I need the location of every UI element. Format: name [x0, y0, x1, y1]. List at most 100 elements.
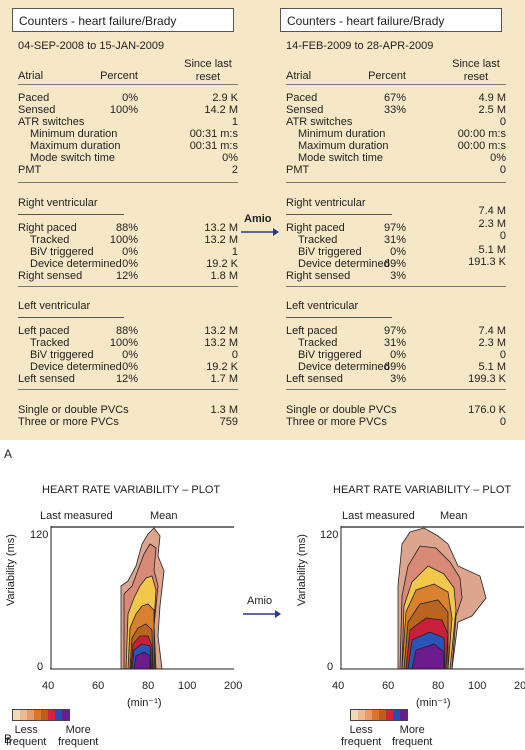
row-percent: 100%: [109, 337, 138, 349]
panel-label-a: A: [4, 447, 13, 461]
row-value: 199.3 K: [468, 373, 506, 385]
after-x-tick: 60: [382, 680, 395, 692]
before-x-tick: 60: [92, 680, 105, 692]
counters-header: Atrial Percent Since last reset: [18, 58, 238, 84]
rv-title: Right ventricular: [18, 197, 98, 209]
rv-title-rule: [286, 214, 392, 215]
legend-more-after: More frequent: [392, 724, 433, 748]
mean-label-after: Mean: [440, 510, 468, 522]
row-percent: 100%: [109, 234, 138, 246]
legend-swatch: [13, 710, 20, 720]
rv-title: Right ventricular: [286, 197, 366, 209]
row-label: Tracked: [30, 234, 70, 246]
row-label: Maximum duration: [30, 140, 121, 152]
section-divider: [286, 389, 506, 390]
atrial-row: Minimum duration 00:31 m:s: [18, 128, 238, 141]
hrv-plot-before: [50, 526, 234, 670]
row-label: BiV triggered: [30, 246, 94, 258]
header-since: Since last reset: [452, 58, 500, 83]
row-value: 0: [231, 349, 238, 361]
y-tick-0-before: 0: [37, 661, 44, 673]
legend-swatch: [386, 710, 393, 720]
row-label: Single or double PVCs: [18, 404, 129, 416]
row-value: 176.0 K: [468, 404, 506, 416]
row-value: 4.9 M: [478, 92, 506, 104]
row-label: Device determined: [30, 258, 122, 270]
lv-title: Left ventricular: [286, 300, 359, 312]
row-value: 0: [499, 116, 506, 128]
after-x-tick: 100: [468, 680, 487, 692]
row-label: Single or double PVCs: [286, 404, 397, 416]
y-tick-120-before: 120: [30, 529, 49, 541]
legend-less-before: Less frequent: [6, 724, 47, 748]
counters-panel: Counters - heart failure/Brady 04-SEP-200…: [0, 0, 525, 440]
lv-row: Left paced 97% 7.4 M: [286, 325, 506, 338]
amio-label: Amio: [244, 213, 272, 225]
row-label: Right sensed: [286, 270, 351, 282]
row-value: 00:31 m:s: [189, 128, 238, 140]
atrial-row: Sensed 33% 2.5 M: [286, 104, 506, 117]
row-percent: 97%: [383, 325, 406, 337]
section-divider: [18, 182, 238, 183]
lv-row: Device determined 0% 19.2 K: [18, 361, 238, 374]
y-tick-0-after: 0: [327, 661, 334, 673]
atrial-row: Paced 67% 4.9 M: [286, 92, 506, 105]
atrial-row: Paced 0% 2.9 K: [18, 92, 238, 105]
after-x-tick: 40: [332, 680, 345, 692]
lv-row: Tracked 100% 13.2 M: [18, 337, 238, 350]
row-percent: 33%: [383, 104, 406, 116]
y-tick-120-after: 120: [320, 529, 339, 541]
frequency-legend-before: [12, 709, 70, 721]
after-x-tick: 200: [514, 680, 525, 692]
row-percent: 67%: [383, 92, 406, 104]
rv-row: Right paced 97%: [286, 222, 506, 235]
row-percent: 31%: [383, 337, 406, 349]
panel-label-b: B: [4, 732, 13, 746]
rv-row: Device determined 69%: [286, 258, 506, 271]
row-label: Tracked: [298, 337, 338, 349]
section-divider: [18, 389, 238, 390]
x-unit-after: (min⁻¹): [416, 697, 451, 709]
row-label: Sensed: [286, 104, 324, 116]
rv-row: Right paced 88% 13.2 M: [18, 222, 238, 235]
row-value: 0: [499, 349, 506, 361]
row-label: Three or more PVCs: [18, 416, 119, 428]
lv-title-rule: [286, 317, 392, 318]
row-percent: 3%: [390, 373, 406, 385]
legend-less-after: Less frequent: [341, 724, 382, 748]
row-label: ATR switches: [286, 116, 353, 128]
row-value: 14.2 M: [204, 104, 238, 116]
before-x-tick: 100: [178, 680, 197, 692]
row-value: 1.7 M: [210, 373, 238, 385]
rv-row: Right sensed 12% 1.8 M: [18, 270, 238, 283]
pvc-row: Three or more PVCs 759: [18, 416, 238, 429]
row-value: 00:00 m:s: [457, 128, 506, 140]
header-percent: Percent: [368, 70, 406, 82]
before-x-tick: 40: [42, 680, 55, 692]
date-range: 14-FEB-2009 to 28-APR-2009: [286, 40, 434, 52]
section-divider: [18, 286, 238, 287]
row-label: Mode switch time: [30, 152, 115, 164]
after-x-tick: 80: [432, 680, 445, 692]
row-label: Maximum duration: [298, 140, 389, 152]
atrial-row: ATR switches 1: [18, 116, 238, 129]
row-label: Three or more PVCs: [286, 416, 387, 428]
row-percent: 97%: [383, 222, 406, 234]
row-label: Sensed: [18, 104, 56, 116]
atrial-row: Mode switch time 0%: [18, 152, 238, 165]
header-name: Atrial: [18, 70, 44, 82]
pvc-row: Three or more PVCs 0: [286, 416, 506, 429]
row-label: Right paced: [18, 222, 77, 234]
legend-swatch: [34, 710, 41, 720]
before-x-tick: 200: [224, 680, 243, 692]
counters-header: Atrial Percent Since last reset: [286, 58, 506, 84]
rv-row: Device determined 0% 19.2 K: [18, 258, 238, 271]
row-percent: 12%: [115, 373, 138, 385]
row-value: 0: [499, 416, 506, 428]
row-percent: 0%: [390, 349, 406, 361]
row-percent: 69%: [383, 258, 406, 270]
row-value: 13.2 M: [204, 325, 238, 337]
row-label: Left paced: [18, 325, 70, 337]
row-value: 2.3 M: [478, 337, 506, 349]
atrial-row: Minimum duration 00:00 m:s: [286, 128, 506, 141]
